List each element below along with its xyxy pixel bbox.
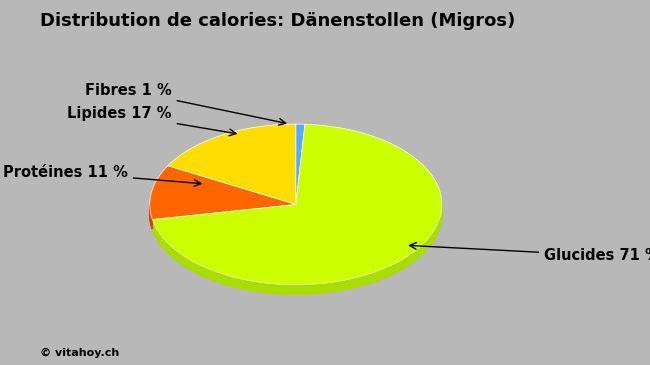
Polygon shape: [440, 214, 441, 227]
Polygon shape: [253, 281, 259, 292]
Polygon shape: [415, 247, 419, 260]
Polygon shape: [384, 266, 389, 278]
Polygon shape: [378, 269, 383, 280]
Polygon shape: [162, 237, 165, 250]
Polygon shape: [389, 264, 394, 276]
Polygon shape: [428, 235, 431, 247]
Polygon shape: [431, 231, 434, 244]
Polygon shape: [361, 274, 367, 286]
Polygon shape: [318, 283, 324, 293]
Polygon shape: [150, 213, 442, 293]
Polygon shape: [403, 256, 408, 269]
Polygon shape: [155, 227, 157, 239]
Text: Protéines 11 %: Protéines 11 %: [3, 165, 201, 187]
Polygon shape: [398, 259, 403, 271]
Text: © vitahoy.ch: © vitahoy.ch: [40, 347, 120, 358]
Polygon shape: [196, 263, 201, 275]
Polygon shape: [343, 279, 349, 290]
Polygon shape: [211, 270, 217, 281]
Polygon shape: [330, 281, 337, 292]
Polygon shape: [165, 240, 168, 253]
Polygon shape: [234, 277, 240, 288]
Polygon shape: [154, 223, 155, 236]
Polygon shape: [183, 255, 187, 268]
Polygon shape: [272, 284, 278, 294]
Text: Fibres 1 %: Fibres 1 %: [85, 83, 286, 125]
Polygon shape: [298, 285, 304, 294]
Polygon shape: [160, 233, 162, 246]
Polygon shape: [175, 249, 179, 262]
Polygon shape: [168, 124, 296, 204]
Polygon shape: [187, 258, 191, 270]
Polygon shape: [411, 250, 415, 263]
Polygon shape: [217, 272, 222, 284]
Polygon shape: [278, 284, 285, 294]
Polygon shape: [259, 282, 265, 293]
Polygon shape: [426, 238, 428, 251]
Polygon shape: [356, 276, 361, 287]
Polygon shape: [296, 124, 305, 204]
Polygon shape: [422, 241, 426, 254]
Polygon shape: [228, 276, 234, 287]
Polygon shape: [168, 243, 171, 256]
Polygon shape: [437, 221, 439, 234]
Polygon shape: [439, 217, 440, 230]
Polygon shape: [394, 261, 398, 274]
Polygon shape: [419, 244, 422, 257]
Polygon shape: [157, 230, 160, 243]
Polygon shape: [324, 283, 330, 293]
Polygon shape: [240, 278, 246, 289]
Polygon shape: [291, 285, 298, 294]
Text: Distribution de calories: Dänenstollen (Migros): Distribution de calories: Dänenstollen (…: [40, 12, 515, 30]
Polygon shape: [150, 166, 296, 219]
Polygon shape: [408, 253, 411, 266]
Polygon shape: [246, 280, 253, 291]
Polygon shape: [304, 284, 311, 294]
Polygon shape: [191, 261, 196, 273]
Polygon shape: [152, 124, 442, 285]
Polygon shape: [171, 246, 175, 259]
Polygon shape: [367, 273, 372, 284]
Polygon shape: [222, 274, 228, 285]
Polygon shape: [372, 271, 378, 282]
Polygon shape: [337, 280, 343, 291]
Polygon shape: [152, 219, 154, 233]
Polygon shape: [265, 283, 272, 293]
Polygon shape: [201, 265, 206, 277]
Polygon shape: [434, 228, 436, 241]
Polygon shape: [349, 278, 356, 289]
Text: Lipides 17 %: Lipides 17 %: [67, 106, 236, 136]
Polygon shape: [206, 268, 211, 280]
Polygon shape: [311, 284, 318, 294]
Polygon shape: [436, 224, 437, 237]
Text: Glucides 71 %: Glucides 71 %: [410, 242, 650, 263]
Polygon shape: [285, 284, 291, 294]
Polygon shape: [179, 252, 183, 265]
